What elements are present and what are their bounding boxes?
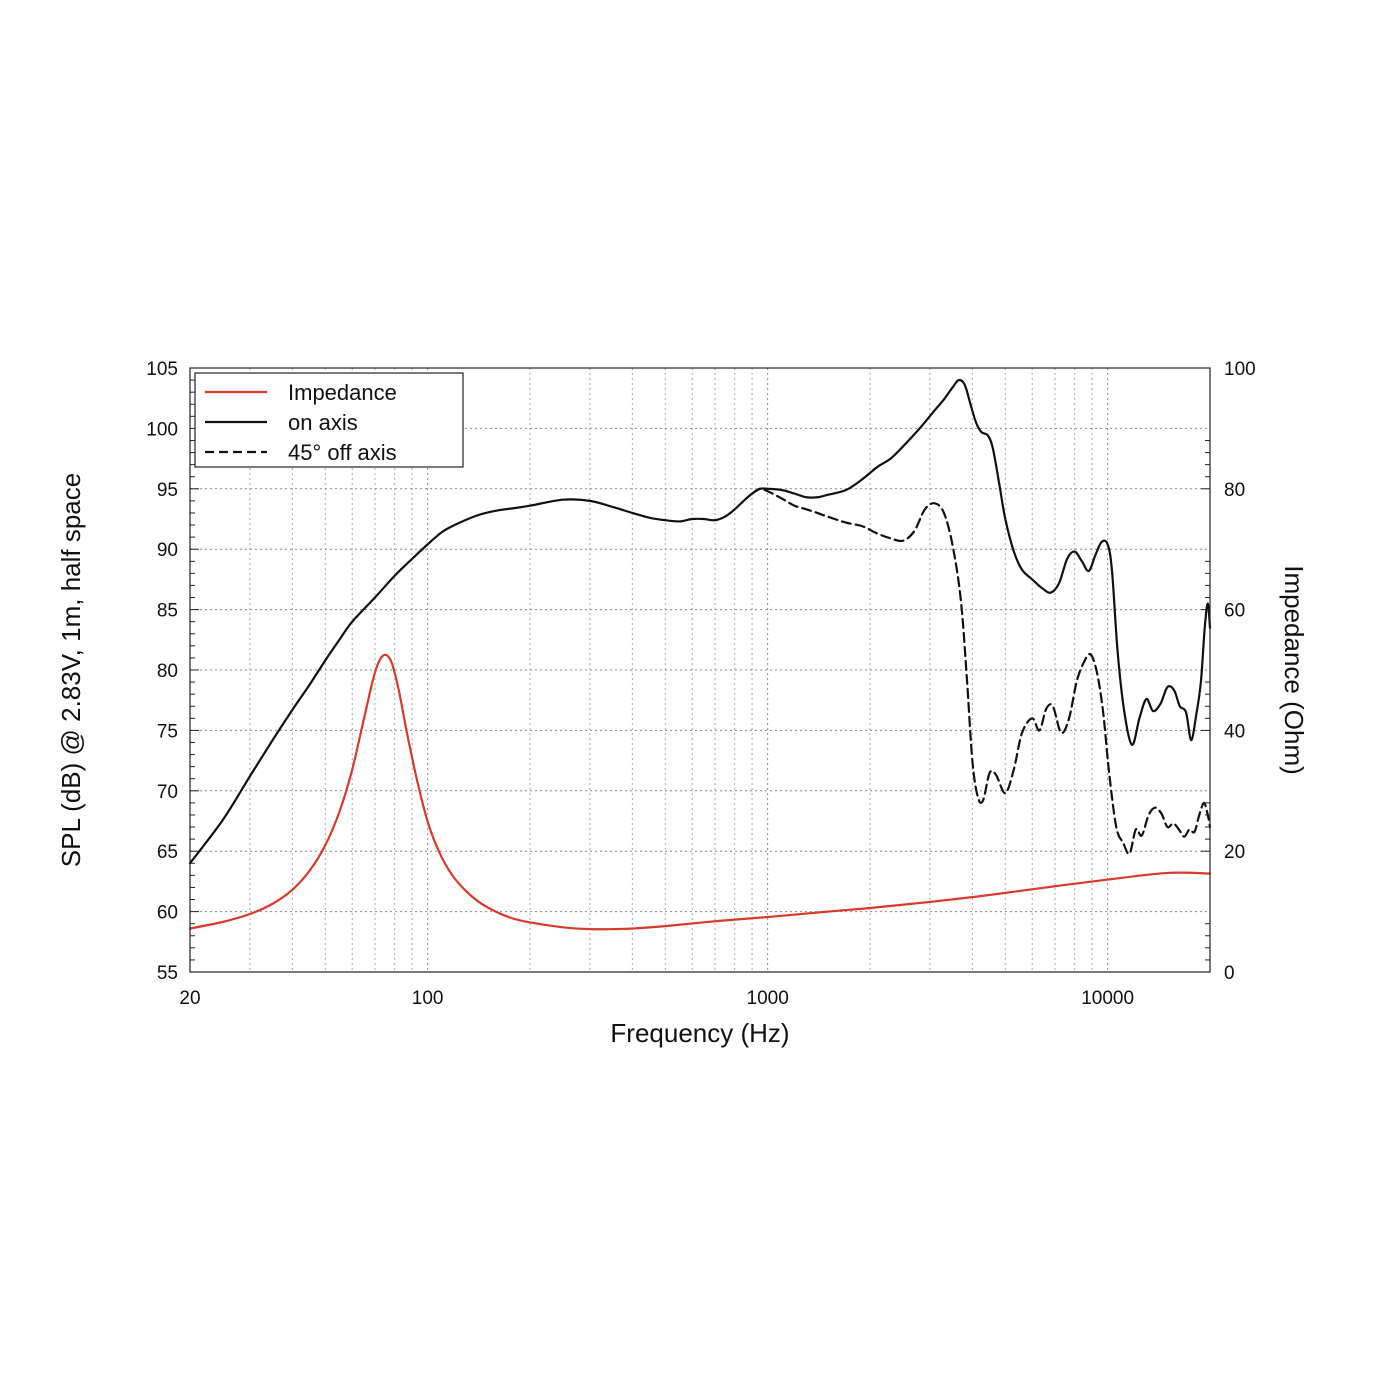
y-tick-label: 70 [157, 782, 178, 803]
y2-tick-label: 60 [1224, 601, 1245, 622]
legend-label-impedance: Impedance [288, 380, 397, 405]
y-axis-title: SPL (dB) @ 2.83V, 1m, half space [56, 473, 86, 867]
x-tick-label: 10000 [1081, 988, 1134, 1009]
y2-tick-label: 80 [1224, 480, 1245, 501]
legend: Impedance on axis 45° off axis [194, 372, 464, 468]
y-tick-label: 100 [146, 419, 178, 440]
y-tick-label: 90 [157, 540, 178, 561]
off-axis-curve [750, 487, 1212, 856]
y-tick-label: 80 [157, 661, 178, 682]
series-layer [188, 378, 1212, 931]
tick-labels: 55 60 65 70 75 80 85 90 95 100 105 0 20 40 60 80 100 20 10… [146, 359, 1255, 1009]
y2-tick-label: 40 [1224, 721, 1245, 742]
y2-axis-title: Impedance (Ohm) [1279, 565, 1309, 775]
y-tick-label: 60 [157, 903, 178, 924]
x-axis-title: Frequency (Hz) [610, 1018, 789, 1048]
x-tick-label: 100 [412, 988, 444, 1009]
y-tick-label: 65 [157, 842, 178, 863]
y-tick-label: 95 [157, 480, 178, 501]
impedance-curve [188, 653, 1212, 931]
y2-tick-label: 100 [1224, 359, 1256, 380]
on-axis-curve [188, 378, 1212, 865]
y-tick-label: 105 [146, 359, 178, 380]
y2-tick-label: 0 [1224, 963, 1235, 984]
x-tick-label: 20 [179, 988, 200, 1009]
x-tick-label: 1000 [747, 988, 789, 1009]
legend-label-off-axis: 45° off axis [288, 440, 397, 465]
legend-label-on-axis: on axis [288, 410, 358, 435]
grid-lines [190, 368, 1210, 972]
y-tick-label: 85 [157, 601, 178, 622]
y2-tick-label: 20 [1224, 842, 1245, 863]
y-tick-label: 55 [157, 963, 178, 984]
y-tick-label: 75 [157, 721, 178, 742]
